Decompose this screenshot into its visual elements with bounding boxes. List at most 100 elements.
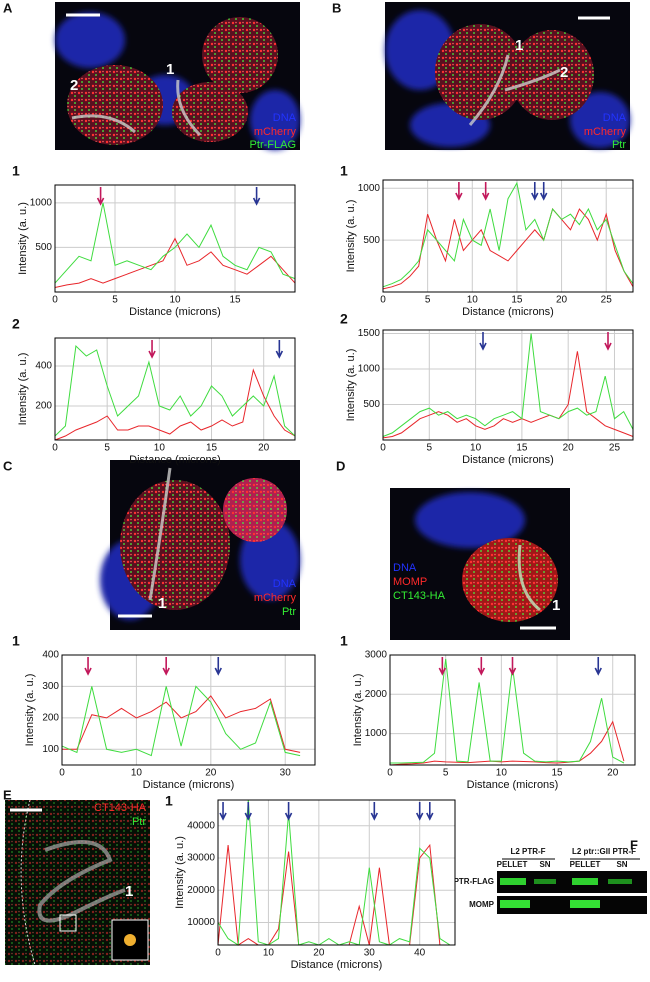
y-tick-label: 1000: [365, 728, 388, 739]
x-tick-label: 5: [427, 443, 433, 454]
arrow: [96, 187, 105, 206]
y-tick-label: 500: [363, 399, 380, 410]
y-tick-label: 400: [35, 361, 52, 372]
x-tick-label: 20: [258, 443, 270, 454]
legend-dna: DNA: [273, 578, 297, 590]
trace: [54, 237, 296, 288]
row-label: PTR-FLAG: [454, 877, 494, 886]
arrow: [252, 187, 261, 206]
plot-area: [382, 329, 634, 441]
plot-label: 2: [12, 316, 20, 332]
y-tick-label: 1000: [358, 364, 381, 375]
y-axis-label: Intensity (a. u.): [17, 202, 29, 275]
arrow: [148, 340, 156, 359]
arrow: [415, 802, 424, 821]
x-axis-label: Distance (microns): [143, 779, 235, 791]
panel-letter: C: [3, 458, 13, 473]
blot-group: L2 PTR-F: [510, 847, 545, 856]
y-axis-label: Intensity (a. u.): [352, 674, 364, 747]
x-tick-label: 20: [313, 948, 325, 959]
x-axis-label: Distance (microns): [462, 454, 554, 466]
x-axis-label: Distance (microns): [462, 306, 554, 318]
y-tick-label: 300: [42, 681, 59, 692]
x-tick-label: 30: [364, 948, 376, 959]
x-tick-label: 20: [556, 295, 568, 306]
western-blot: L2 PTR-F L2 ptr::GII PTR-F PELLET SN PEL…: [454, 847, 647, 914]
x-tick-label: 0: [215, 948, 221, 959]
plot-frame: [61, 654, 316, 766]
x-tick-label: 0: [52, 295, 58, 306]
legend-red: MOMP: [393, 576, 427, 588]
trace: [390, 658, 625, 764]
x-tick-label: 5: [112, 295, 118, 306]
plot-label: 2: [340, 311, 348, 327]
x-tick-label: 30: [280, 768, 292, 779]
trace: [54, 202, 296, 284]
arrow: [594, 657, 602, 676]
panel-letter: D: [336, 458, 345, 473]
trace: [54, 344, 296, 437]
x-tick-label: 10: [131, 768, 143, 779]
x-tick-label: 0: [380, 295, 386, 306]
arrow: [162, 657, 170, 676]
y-axis-label: Intensity (a. u.): [345, 349, 357, 422]
x-tick-label: 40: [414, 948, 426, 959]
legend-green: Ptr: [612, 139, 626, 151]
x-axis-label: Distance (microns): [467, 779, 559, 791]
arrow: [219, 802, 227, 821]
legend-red: mCherry: [584, 126, 627, 138]
micrograph-a: 2 1 DNA mCherry Ptr-FLAG: [55, 2, 300, 151]
arrow: [531, 182, 539, 201]
x-tick-label: 25: [609, 443, 621, 454]
x-tick-label: 5: [104, 443, 110, 454]
legend-green: Ptr: [282, 606, 296, 618]
trace: [389, 720, 625, 766]
trace-marker: 2: [70, 77, 78, 94]
x-tick-label: 15: [511, 295, 523, 306]
legend-red: mCherry: [254, 592, 297, 604]
plot-frame: [217, 799, 456, 946]
x-tick-label: 15: [516, 443, 528, 454]
y-tick-label: 200: [35, 401, 52, 412]
x-axis-label: Distance (microns): [129, 306, 221, 318]
x-tick-label: 20: [563, 443, 575, 454]
arrow: [275, 340, 284, 359]
arrow: [284, 802, 293, 821]
y-tick-label: 2000: [365, 689, 388, 700]
y-tick-label: 3000: [365, 650, 388, 661]
x-tick-label: 15: [551, 768, 563, 779]
legend-green: Ptr-FLAG: [250, 139, 296, 151]
legend-green: Ptr: [132, 816, 146, 828]
x-tick-label: 5: [425, 295, 431, 306]
plot-label: 1: [340, 163, 348, 179]
trace: [217, 799, 451, 946]
micrograph-b: 1 2 DNA mCherry Ptr: [385, 2, 630, 151]
x-tick-label: 0: [380, 443, 386, 454]
arrow: [604, 332, 612, 351]
y-axis-label: Intensity (a. u.): [174, 836, 186, 909]
arrow: [479, 332, 487, 351]
panel-letter: B: [332, 0, 341, 15]
plot-frame: [389, 654, 636, 766]
arrow: [438, 657, 447, 676]
plot-frame: [382, 329, 634, 441]
trace-marker: 1: [125, 883, 133, 900]
y-tick-label: 10000: [187, 917, 215, 928]
plot-label: 1: [165, 793, 173, 809]
arrow: [477, 657, 486, 676]
y-axis-label: Intensity (a. u.): [17, 353, 29, 426]
lane-label: PELLET: [570, 860, 601, 869]
trace-marker: 1: [552, 597, 560, 614]
plot-label: 1: [12, 633, 20, 649]
trace-marker: 1: [515, 37, 523, 54]
panel-letter: E: [3, 787, 12, 802]
x-tick-label: 5: [443, 768, 449, 779]
micrograph-c: 1 DNA mCherry Ptr: [100, 460, 300, 630]
legend-dna: DNA: [603, 112, 627, 124]
x-tick-label: 10: [263, 948, 275, 959]
trace-marker: 1: [158, 595, 166, 612]
y-tick-label: 1500: [358, 328, 381, 339]
trace: [382, 207, 634, 290]
plot-frame: [54, 184, 296, 293]
